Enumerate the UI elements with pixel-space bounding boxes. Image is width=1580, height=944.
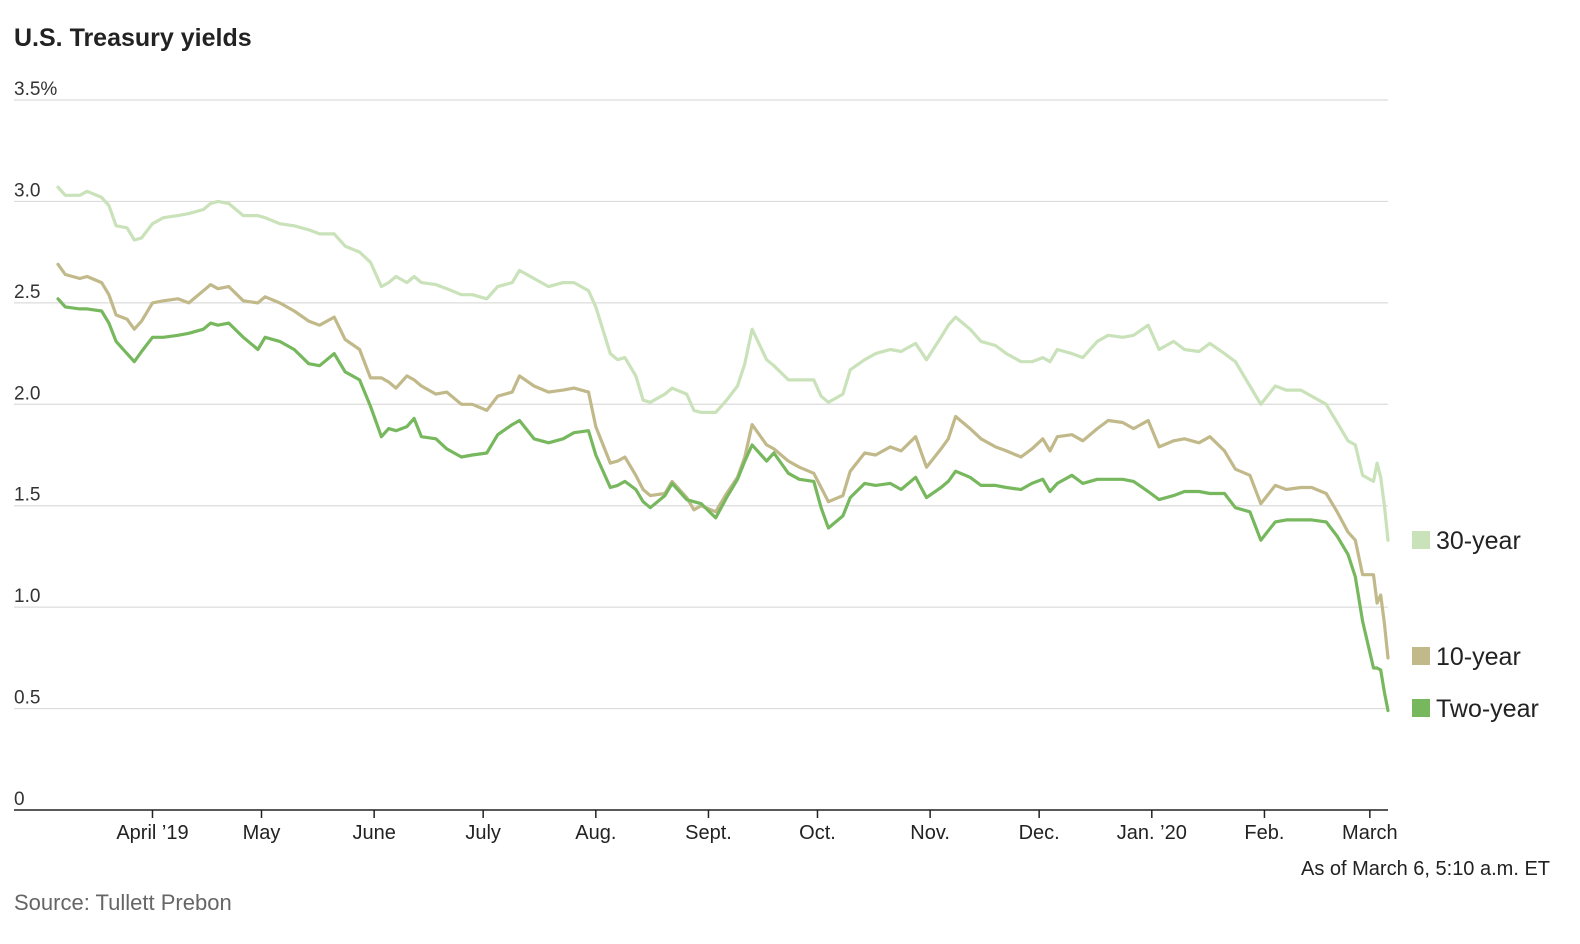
y-tick-label: 2.5: [14, 282, 40, 303]
y-tick-label: 2.0: [14, 383, 40, 404]
y-tick-label: 1.0: [14, 586, 40, 607]
chart-title: U.S. Treasury yields: [14, 24, 252, 52]
timestamp-note: As of March 6, 5:10 a.m. ET: [1301, 858, 1550, 880]
x-tick-label: Nov.: [910, 822, 950, 844]
y-tick-label: 1.5: [14, 485, 40, 506]
series-lines: [56, 185, 1390, 713]
y-tick-label: 0: [14, 789, 25, 810]
legend-swatch-30-year: [1412, 531, 1430, 549]
x-tick-label: Feb.: [1244, 822, 1284, 844]
legend-label-two-year: Two-year: [1436, 695, 1539, 723]
y-axis-labels: 0 0.5 1.0 1.5 2.0 2.5 3.0 3.5%: [14, 79, 57, 810]
x-axis: April ’19 May June July Aug. Sept. Oct. Nov. Dec…: [14, 809, 1398, 844]
x-tick-label: Oct.: [799, 822, 836, 844]
x-tick-label: March: [1342, 822, 1398, 844]
y-tick-label: 3.0: [14, 180, 40, 201]
series-line-two-year: [56, 297, 1390, 713]
x-tick-label: May: [243, 822, 281, 844]
legend-label-10-year: 10-year: [1436, 643, 1521, 671]
x-tick-label: June: [352, 822, 395, 844]
series-line-10-year: [56, 262, 1390, 660]
legend: 30-year 10-year Two-year: [1412, 527, 1539, 723]
x-tick-label: Aug.: [575, 822, 616, 844]
legend-swatch-two-year: [1412, 699, 1430, 717]
x-tick-label: Sept.: [685, 822, 732, 844]
gridlines: [14, 99, 1388, 710]
y-tick-label: 3.5%: [14, 79, 57, 100]
x-tick-label: Dec.: [1019, 822, 1060, 844]
series-line-30-year: [56, 185, 1390, 542]
legend-label-30-year: 30-year: [1436, 527, 1521, 555]
source-note: Source: Tullett Prebon: [14, 890, 232, 915]
y-tick-label: 0.5: [14, 688, 40, 709]
legend-swatch-10-year: [1412, 647, 1430, 665]
x-tick-label: April ’19: [116, 822, 188, 844]
x-tick-label: July: [465, 822, 501, 844]
x-tick-label: Jan. ’20: [1117, 822, 1187, 844]
